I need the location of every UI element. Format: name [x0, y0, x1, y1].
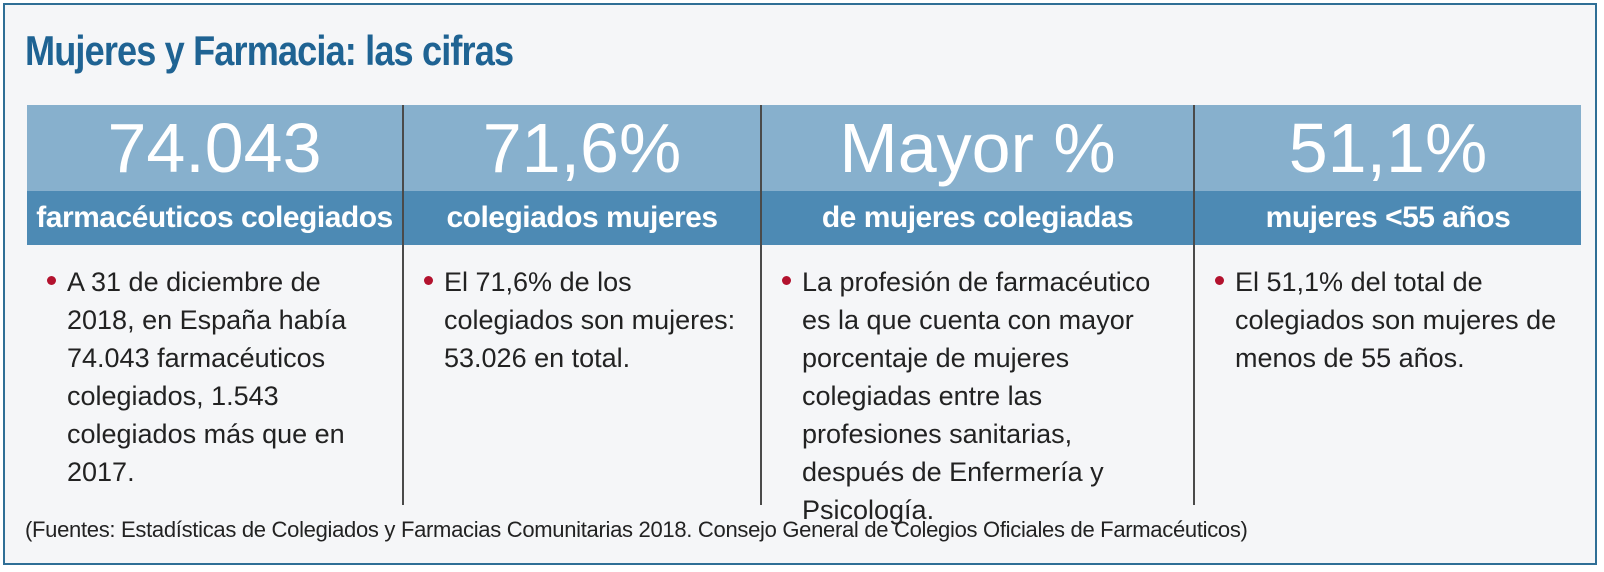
stat-description: El 51,1% del total de colegiados son muj… — [1195, 245, 1581, 377]
stat-description-text: El 51,1% del total de colegiados son muj… — [1235, 267, 1557, 373]
stat-column-mayor-porcentaje: Mayor % de mujeres colegiadas La profesi… — [760, 105, 1193, 525]
infographic-title: Mujeres y Farmacia: las cifras — [25, 27, 514, 74]
bullet-icon — [424, 276, 433, 285]
infographic-frame: Mujeres y Farmacia: las cifras 74.043 fa… — [3, 3, 1597, 565]
stat-column-mujeres: 71,6% colegiados mujeres El 71,6% de los… — [402, 105, 760, 505]
stat-value: 51,1% — [1195, 105, 1581, 191]
stat-description: La profesión de farmacéutico es la que c… — [762, 245, 1193, 529]
stat-label: farmacéuticos colegiados — [27, 191, 402, 245]
stats-grid: 74.043 farmacéuticos colegiados A 31 de … — [27, 105, 1581, 525]
stat-column-menores-55: 51,1% mujeres <55 años El 51,1% del tota… — [1193, 105, 1581, 505]
stat-label: colegiados mujeres — [404, 191, 760, 245]
stat-label: de mujeres colegiadas — [762, 191, 1193, 245]
bullet-icon — [1215, 276, 1224, 285]
stat-label: mujeres <55 años — [1195, 191, 1581, 245]
stat-column-colegiados: 74.043 farmacéuticos colegiados A 31 de … — [27, 105, 402, 505]
bullet-icon — [47, 276, 56, 285]
stat-value: Mayor % — [762, 105, 1193, 191]
stat-value: 74.043 — [27, 105, 402, 191]
stat-description: El 71,6% de los colegiados son mujeres: … — [404, 245, 760, 377]
sources-footnote: (Fuentes: Estadísticas de Colegiados y F… — [25, 517, 1248, 542]
stat-description: A 31 de diciembre de 2018, en España hab… — [27, 245, 402, 491]
bullet-icon — [782, 276, 791, 285]
stat-value: 71,6% — [404, 105, 760, 191]
stat-description-text: El 71,6% de los colegiados son mujeres: … — [444, 267, 736, 373]
stat-description-text: A 31 de diciembre de 2018, en España hab… — [67, 267, 347, 487]
stat-description-text: La profesión de farmacéutico es la que c… — [802, 267, 1151, 525]
